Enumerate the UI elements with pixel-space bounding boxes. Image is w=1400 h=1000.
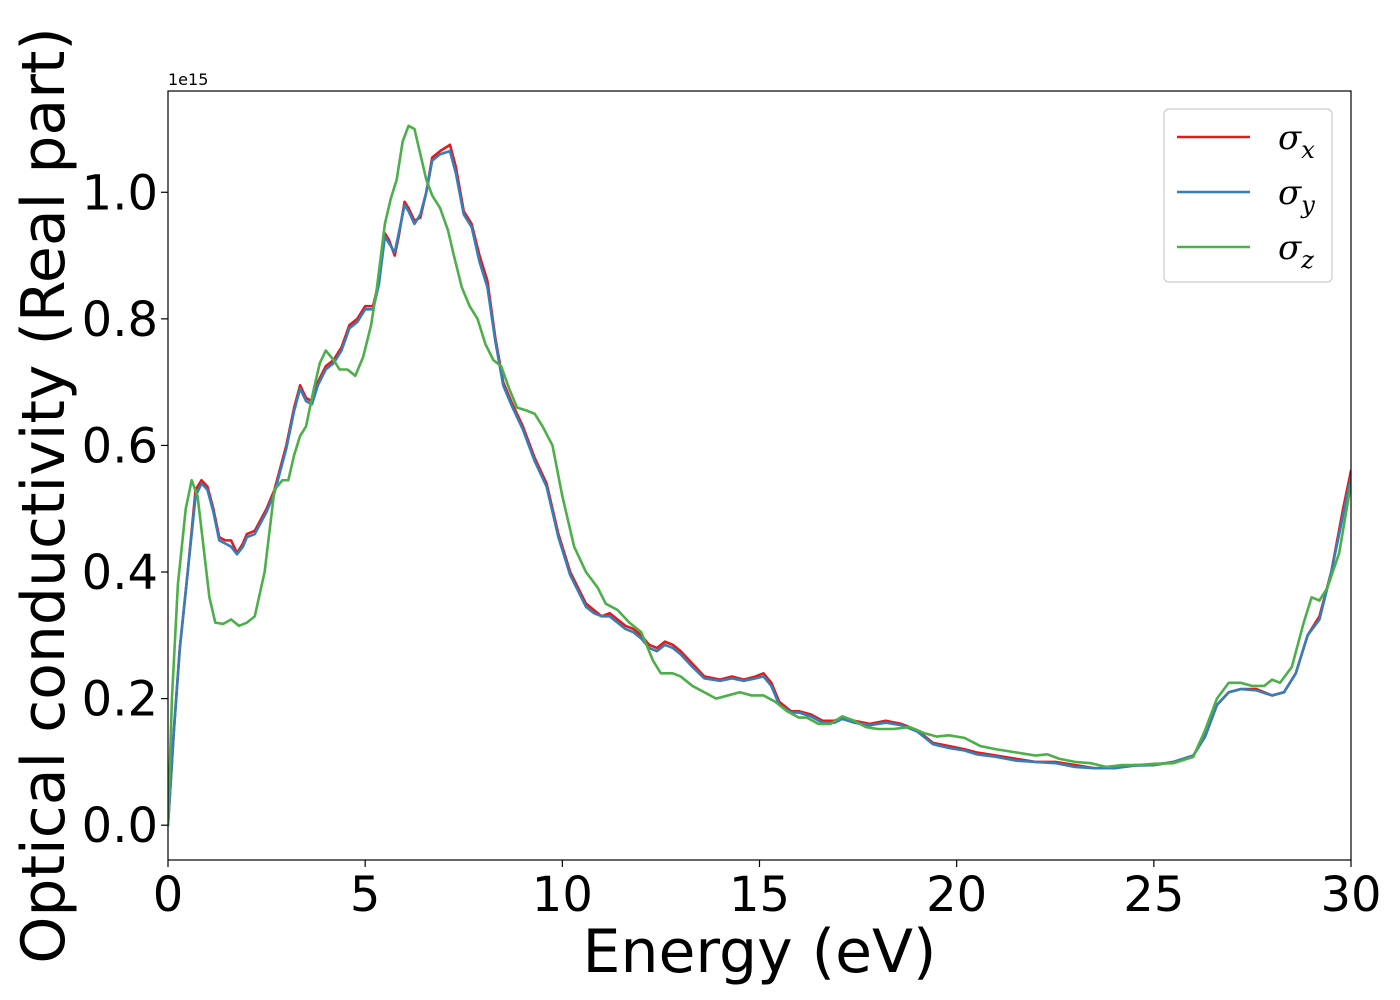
y-tick-label: 0.6 [82, 418, 158, 474]
x-tick-label: 20 [926, 867, 987, 923]
x-tick-label: 25 [1123, 867, 1184, 923]
y-tick-label: 0.0 [82, 798, 158, 854]
legend: σx σy σz [1163, 108, 1333, 283]
series-line-y [168, 149, 1351, 827]
x-tick-label: 0 [153, 867, 184, 923]
series-line-z [168, 124, 1351, 827]
y-axis: 0.0 0.2 0.4 0.6 0.8 1.0 [82, 165, 168, 854]
y-tick-label: 0.8 [82, 292, 158, 348]
y-axis-label: Optical conductivity (Real part) [9, 27, 79, 964]
x-tick-label: 30 [1320, 867, 1381, 923]
y-tick-label: 0.4 [82, 545, 158, 601]
series-layer [168, 124, 1351, 827]
legend-label-x: σx [1278, 118, 1315, 164]
x-tick-label: 10 [532, 867, 593, 923]
x-tick-label: 5 [350, 867, 381, 923]
x-axis-label: Energy (eV) [583, 917, 937, 987]
y-tick-label: 0.2 [82, 672, 158, 728]
y-tick-label: 1.0 [82, 165, 158, 221]
x-axis: 0 5 10 15 20 25 30 [153, 860, 1382, 923]
y-offset-label: 1e15 [168, 70, 208, 89]
legend-box [1163, 108, 1333, 283]
legend-label-z: σz [1278, 228, 1314, 274]
x-tick-label: 15 [729, 867, 790, 923]
legend-label-y: σy [1278, 173, 1315, 219]
